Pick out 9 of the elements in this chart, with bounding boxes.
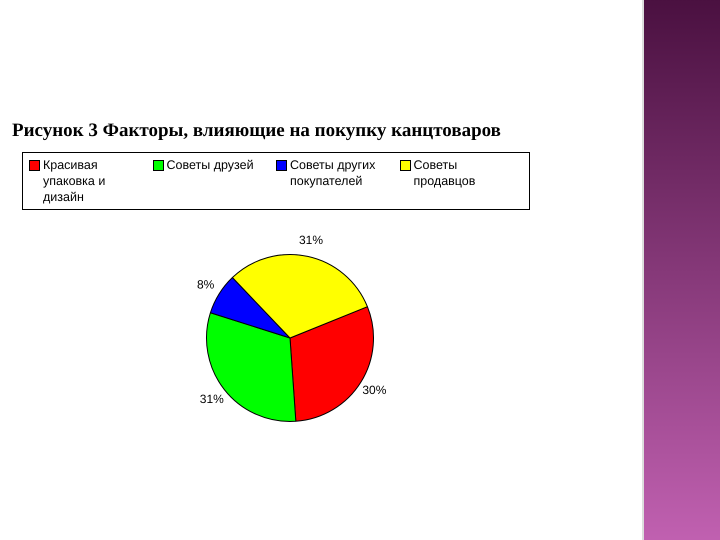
data-label: 30%	[362, 383, 387, 398]
data-label: 8%	[196, 278, 215, 292]
legend-label: Советы продавцов	[414, 157, 476, 189]
legend-label: Красивая упаковка и дизайн	[43, 157, 106, 205]
legend-label: Советы друзей	[166, 157, 255, 173]
chart-title: Рисунок 3 Факторы, влияющие на покупку канцтоваров	[12, 120, 501, 142]
legend-label: Советы других покупателей	[290, 157, 376, 189]
data-label: 31%	[299, 233, 324, 248]
data-label: 31%	[200, 392, 224, 406]
